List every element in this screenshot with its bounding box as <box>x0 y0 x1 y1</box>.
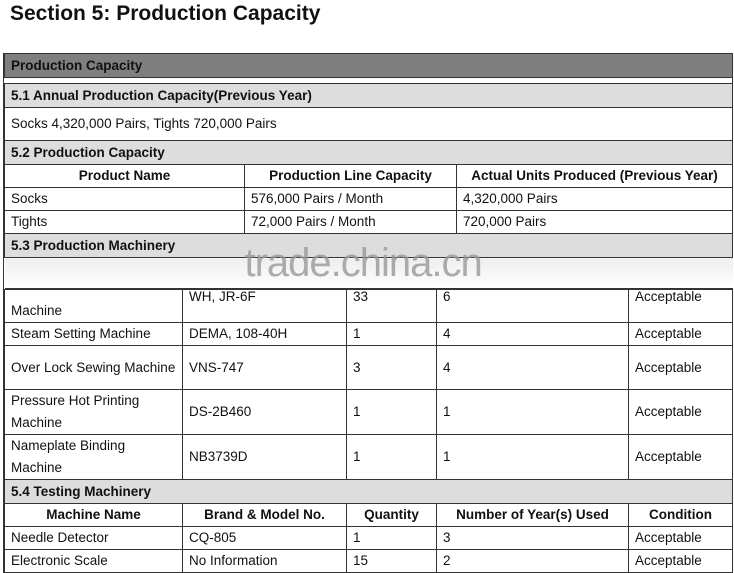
cell: DS-2B460 <box>182 389 347 435</box>
watermark: trade.china.cn <box>244 241 483 285</box>
col-header: Actual Units Produced (Previous Year) <box>456 164 733 188</box>
cell: 4 <box>436 322 629 346</box>
table-row: Machine WH, JR-6F 33 6 Acceptable <box>4 289 733 323</box>
col-header: Number of Year(s) Used <box>436 503 629 527</box>
cell: No Information <box>182 549 347 573</box>
col-header: Product Name <box>4 164 245 188</box>
cell: 1 <box>346 322 437 346</box>
cell: Acceptable <box>628 526 733 550</box>
page-title: Section 5: Production Capacity <box>10 2 321 25</box>
cell: Over Lock Sewing Machine <box>4 345 183 390</box>
cell: 576,000 Pairs / Month <box>244 187 457 211</box>
cell: Acceptable <box>628 549 733 573</box>
col-header: Quantity <box>346 503 437 527</box>
table-row: Electronic Scale No Information 15 2 Accepta… <box>4 549 733 573</box>
section-header: Production Capacity <box>4 53 733 78</box>
annual-capacity-text: Socks 4,320,000 Pairs, Tights 720,000 Pa… <box>4 107 733 141</box>
cell: 1 <box>346 434 437 480</box>
machinery-heading: 5.3 Production Machinery <box>4 233 733 258</box>
cell: 720,000 Pairs <box>456 210 733 234</box>
cell: Nameplate Binding Machine <box>4 434 183 480</box>
table-row: Needle Detector CQ-805 1 3 Acceptable <box>4 526 733 550</box>
table-row: Nameplate Binding Machine NB3739D 1 1 Accept… <box>4 434 733 480</box>
cell: DEMA, 108-40H <box>182 322 347 346</box>
cell: 2 <box>436 549 629 573</box>
cell: 1 <box>346 526 437 550</box>
cell: 33 <box>346 289 437 323</box>
table-row: Tights 72,000 Pairs / Month 720,000 Pairs <box>4 210 733 234</box>
col-header: Brand & Model No. <box>182 503 347 527</box>
cell: 15 <box>346 549 437 573</box>
col-header: Machine Name <box>4 503 183 527</box>
capacity-heading: 5.2 Production Capacity <box>4 140 733 165</box>
cell: Pressure Hot Printing Machine <box>4 389 183 435</box>
cell: NB3739D <box>182 434 347 480</box>
cell: 1 <box>436 389 629 435</box>
table-row: Socks 576,000 Pairs / Month 4,320,000 Pair… <box>4 187 733 211</box>
cell: CQ-805 <box>182 526 347 550</box>
cell: 1 <box>346 389 437 435</box>
cell: 3 <box>436 526 629 550</box>
cell: VNS-747 <box>182 345 347 390</box>
cell: Needle Detector <box>4 526 183 550</box>
col-header: Condition <box>628 503 733 527</box>
cell: Acceptable <box>628 345 733 390</box>
annual-capacity-heading: 5.1 Annual Production Capacity(Previous … <box>4 83 733 108</box>
cell: 6 <box>436 289 629 323</box>
cell: Socks <box>4 187 245 211</box>
cell: Acceptable <box>628 434 733 480</box>
cell: Tights <box>4 210 245 234</box>
cell: WH, JR-6F <box>182 289 347 323</box>
cell: Acceptable <box>628 322 733 346</box>
table-row: Steam Setting Machine DEMA, 108-40H 1 4 Acce… <box>4 322 733 346</box>
cell: Electronic Scale <box>4 549 183 573</box>
cell: 3 <box>346 345 437 390</box>
cell: 4,320,000 Pairs <box>456 187 733 211</box>
cell: Steam Setting Machine <box>4 322 183 346</box>
col-header: Production Line Capacity <box>244 164 457 188</box>
cell: Machine <box>4 289 183 323</box>
cell: 4 <box>436 345 629 390</box>
table-row: Pressure Hot Printing Machine DS-2B460 1 1 A… <box>4 389 733 435</box>
cell: Acceptable <box>628 289 733 323</box>
testing-heading: 5.4 Testing Machinery <box>4 479 733 504</box>
cell: 72,000 Pairs / Month <box>244 210 457 234</box>
cell: 1 <box>436 434 629 480</box>
production-capacity-table: Production Capacity 5.1 Annual Productio… <box>3 53 733 573</box>
table-row: Over Lock Sewing Machine VNS-747 3 4 Accepta… <box>4 345 733 390</box>
cell: Acceptable <box>628 389 733 435</box>
